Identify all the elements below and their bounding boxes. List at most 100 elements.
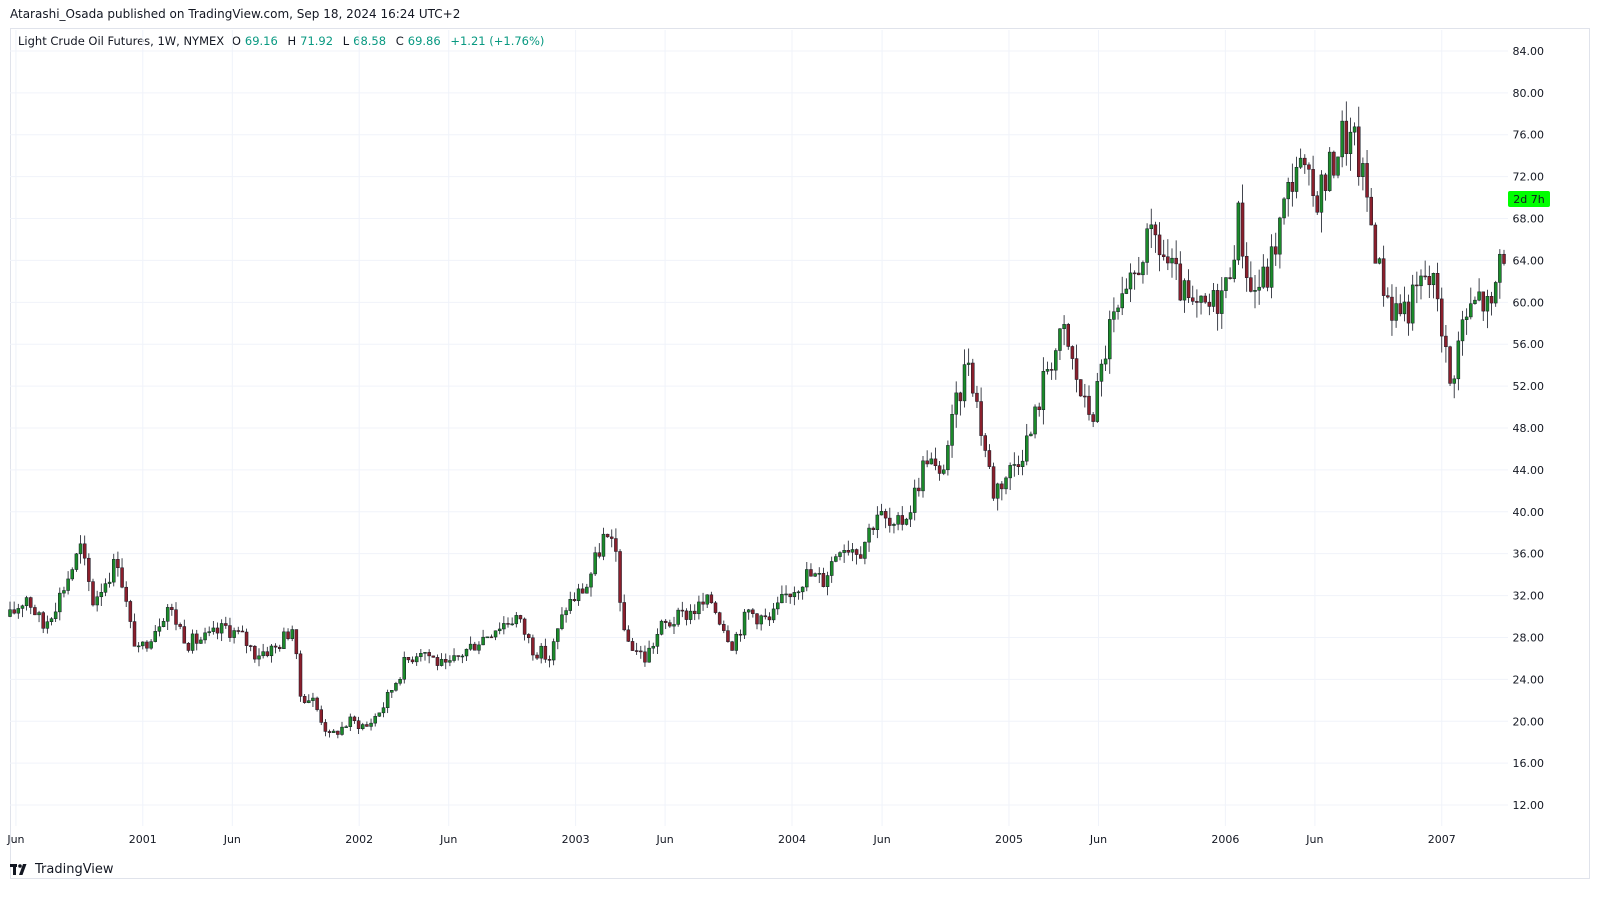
candle-body [1402, 301, 1407, 315]
candle-body [369, 722, 373, 727]
candle-body [1070, 346, 1075, 359]
candle [24, 595, 29, 611]
candle-body [1398, 303, 1402, 315]
candle-body [817, 573, 821, 575]
candle [1502, 249, 1506, 266]
candle-body [53, 611, 58, 619]
time-axis[interactable]: Jun 2001 Jun 2002 Jun 2003 Jun 2004 Jun 2005 Jun 20… [6, 833, 1455, 846]
candle [307, 694, 311, 704]
candle [576, 583, 581, 606]
candle-body [1141, 262, 1145, 276]
candle-body [103, 583, 108, 593]
candle [556, 628, 560, 650]
candle [91, 578, 95, 607]
price-axis[interactable]: 12.00 16.00 20.00 24.00 28.00 32.00 36.00 40.00… [1513, 45, 1545, 812]
candle-body [410, 659, 415, 663]
candle-body [560, 614, 564, 629]
candle-body [170, 607, 174, 610]
candle-body [539, 645, 543, 659]
legend-symbol[interactable]: Light Crude Oil Futures, 1W, NYMEX [18, 34, 225, 48]
candle [680, 601, 685, 618]
candle [1415, 271, 1419, 304]
candle-body [448, 660, 452, 663]
candle-body [1352, 126, 1357, 133]
candle [1161, 239, 1166, 261]
candle-body [1178, 263, 1183, 301]
candle-body [585, 586, 589, 594]
x-tick-label: Jun [223, 833, 241, 846]
chart-frame[interactable] [10, 28, 1590, 879]
candle-body [825, 575, 830, 587]
candle [215, 622, 220, 640]
candle-body [921, 460, 925, 492]
candle [776, 596, 780, 615]
y-tick-label: 48.00 [1513, 422, 1545, 435]
y-tick-label: 44.00 [1513, 464, 1545, 477]
candle [224, 616, 228, 629]
candle [1406, 294, 1411, 336]
candle-body [1182, 280, 1187, 301]
candle [1128, 263, 1133, 302]
candle-body [1493, 282, 1498, 304]
candle [1103, 345, 1108, 372]
candle-body [722, 624, 726, 631]
candle-body [1502, 253, 1506, 264]
candle-body [730, 641, 734, 651]
candle [1203, 293, 1207, 304]
candle [1431, 272, 1436, 299]
candle-body [481, 636, 485, 646]
candle [485, 636, 489, 639]
candle-body [788, 593, 792, 598]
y-tick-label: 20.00 [1513, 715, 1545, 728]
candle [535, 652, 539, 660]
candle-body [24, 597, 29, 607]
candle-body [29, 597, 33, 608]
y-tick-label: 56.00 [1513, 338, 1545, 351]
candle-body [987, 450, 992, 467]
legend-high-label: H [287, 34, 297, 48]
candle-body [1207, 301, 1212, 307]
candle [468, 636, 473, 651]
legend-low-label: L [342, 34, 350, 48]
candle [838, 551, 842, 561]
candle-body [95, 596, 99, 606]
candle-body [419, 652, 423, 657]
candle-body [1157, 234, 1162, 256]
candle-body [398, 679, 402, 684]
footer-brand[interactable]: TradingView [10, 862, 114, 877]
candle-body [128, 601, 133, 622]
candle [319, 705, 323, 726]
candle-body [863, 541, 867, 559]
candle-body [647, 647, 651, 663]
candle-body [464, 648, 469, 657]
candle-body [693, 610, 697, 615]
candle-body [319, 709, 323, 723]
y-tick-label: 52.00 [1513, 380, 1545, 393]
candle [311, 692, 315, 707]
candle-body [78, 543, 83, 555]
candle [456, 655, 460, 661]
candle [527, 633, 531, 644]
candle [182, 619, 187, 644]
candle [1377, 257, 1382, 265]
candle [398, 677, 402, 686]
candle [958, 391, 963, 416]
candle [543, 638, 548, 663]
candle [1477, 278, 1481, 302]
candle [954, 381, 958, 428]
candle [70, 567, 74, 581]
candle [29, 596, 33, 615]
candle [962, 349, 967, 408]
candle-body [1083, 395, 1087, 398]
candle [439, 653, 444, 667]
candle [460, 654, 465, 664]
candle [854, 548, 859, 565]
candle-body [1091, 414, 1095, 422]
candle-body [12, 609, 16, 614]
candle [755, 613, 759, 630]
candle [1137, 256, 1141, 276]
candle [493, 630, 498, 641]
candle [1348, 117, 1353, 171]
candle [900, 506, 904, 531]
